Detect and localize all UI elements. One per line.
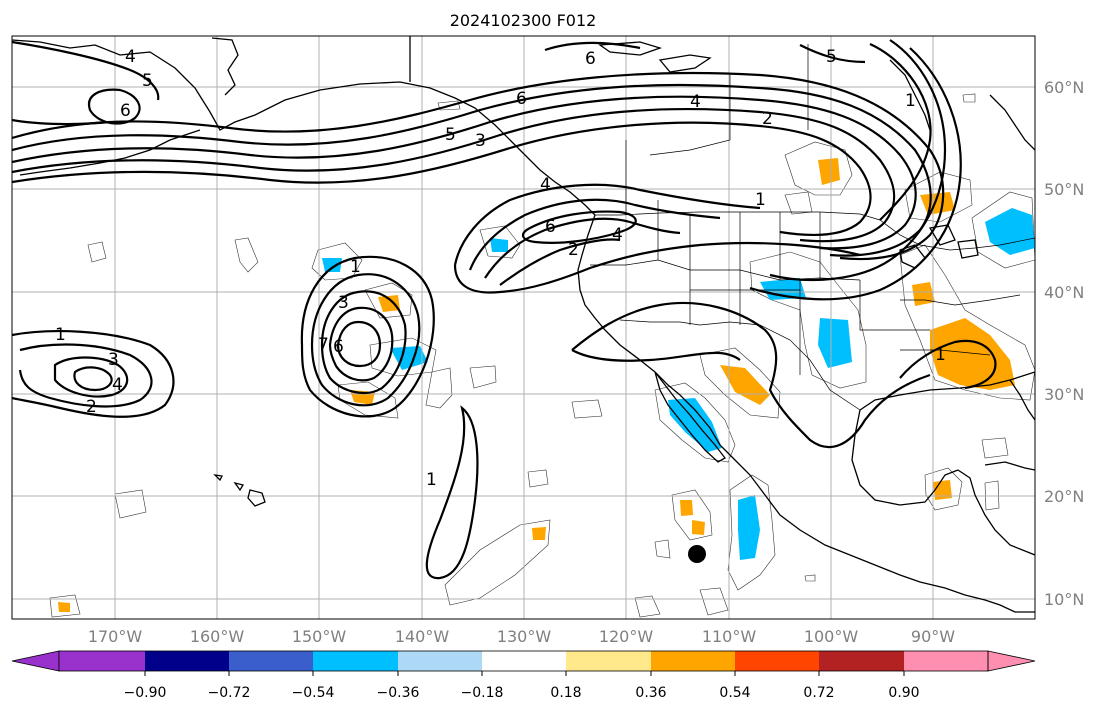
colorbar: −0.90 −0.72 −0.54 −0.36 −0.18 0.18 0.36 …: [11, 650, 1036, 701]
lon-label: 110°W: [702, 627, 757, 646]
colorbar-bin: [313, 651, 398, 671]
contour-label: 7: [318, 335, 329, 355]
map-panel: 6 4 5 6 4 2 5 6 5 4 3 1 6 4 2 1 7 6 3 1 …: [12, 36, 1035, 619]
colorbar-tick-label: −0.36: [377, 685, 420, 701]
colorbar-bin: [482, 651, 566, 671]
colorbar-bin: [819, 651, 904, 671]
colorbar-frame: [58, 650, 989, 672]
colorbar-extend-high: [987, 650, 1036, 672]
colorbar-tick-label: −0.72: [208, 685, 251, 701]
contour-label: 6: [545, 217, 556, 237]
contour-label: 1: [350, 257, 361, 277]
latitude-labels: 60°N 50°N 40°N 30°N 20°N 10°N: [1044, 78, 1084, 609]
colorbar-tick-label: 0.90: [888, 685, 919, 701]
lon-label: 100°W: [804, 627, 859, 646]
longitude-labels: 170°W 160°W 150°W 140°W 130°W 120°W 110°…: [88, 627, 955, 646]
contour-label: 4: [112, 375, 123, 395]
colorbar-ticks: [144, 671, 905, 676]
map-frame: [11, 35, 1036, 620]
contour-label: 5: [826, 47, 837, 67]
contour-labels: 6 4 5 6 4 2 5 6 5 4 3 1 6 4 2 1 7 6 3 1 …: [55, 47, 946, 490]
colorbar-bin: [735, 651, 819, 671]
colorbar-tick-label: −0.90: [124, 685, 167, 701]
lon-label: 140°W: [395, 627, 450, 646]
contour-label: 2: [762, 109, 773, 129]
colorbar-tick-label: 0.36: [635, 685, 666, 701]
colorbar-bin: [145, 651, 229, 671]
lon-label: 90°W: [911, 627, 955, 646]
lat-label: 20°N: [1044, 487, 1084, 506]
colorbar-bin: [229, 651, 313, 671]
contour-label: 5: [142, 71, 153, 91]
contour-label: 6: [120, 101, 131, 121]
contour-label: 6: [516, 89, 527, 109]
contours: [12, 39, 997, 580]
contour-label: 4: [612, 225, 623, 245]
contour-label: 3: [108, 350, 119, 370]
contour-label: 4: [690, 92, 701, 112]
contour-label: 2: [568, 240, 579, 260]
lat-label: 10°N: [1044, 590, 1084, 609]
lon-label: 160°W: [190, 627, 245, 646]
figure-title: 2024102300 F012: [450, 11, 597, 30]
colorbar-tick-label: 0.18: [550, 685, 581, 701]
lat-label: 40°N: [1044, 283, 1084, 302]
contour-label: 3: [475, 131, 486, 151]
contour-label: 2: [86, 397, 97, 417]
colorbar-bin: [566, 651, 651, 671]
colorbar-bin: [398, 651, 482, 671]
lat-label: 30°N: [1044, 385, 1084, 404]
contour-label: 6: [585, 49, 596, 69]
contour-label: 1: [55, 325, 66, 345]
contour-label: 4: [540, 175, 551, 195]
contour-label: 4: [125, 47, 136, 67]
contour-label: 1: [426, 470, 437, 490]
lon-label: 150°W: [292, 627, 347, 646]
colorbar-tick-label: −0.18: [461, 685, 504, 701]
colorbar-bin: [651, 651, 735, 671]
location-marker: [688, 545, 706, 563]
contour-label: 5: [445, 125, 456, 145]
lon-label: 170°W: [88, 627, 143, 646]
colorbar-bin: [904, 651, 988, 671]
lon-label: 120°W: [599, 627, 654, 646]
contour-label: 1: [905, 91, 916, 111]
contour-label: 3: [338, 293, 349, 313]
lon-label: 130°W: [497, 627, 552, 646]
graticule: [12, 36, 1035, 619]
lat-label: 50°N: [1044, 180, 1084, 199]
contour-label: 1: [935, 345, 946, 365]
contour-label: 6: [333, 337, 344, 357]
lat-label: 60°N: [1044, 78, 1084, 97]
colorbar-tick-label: 0.54: [719, 685, 750, 701]
colorbar-extend-low: [11, 650, 60, 672]
colorbar-tick-label: −0.54: [292, 685, 335, 701]
contour-label: 1: [755, 190, 766, 210]
colorbar-tick-label: 0.72: [803, 685, 834, 701]
colorbar-bin: [59, 651, 145, 671]
